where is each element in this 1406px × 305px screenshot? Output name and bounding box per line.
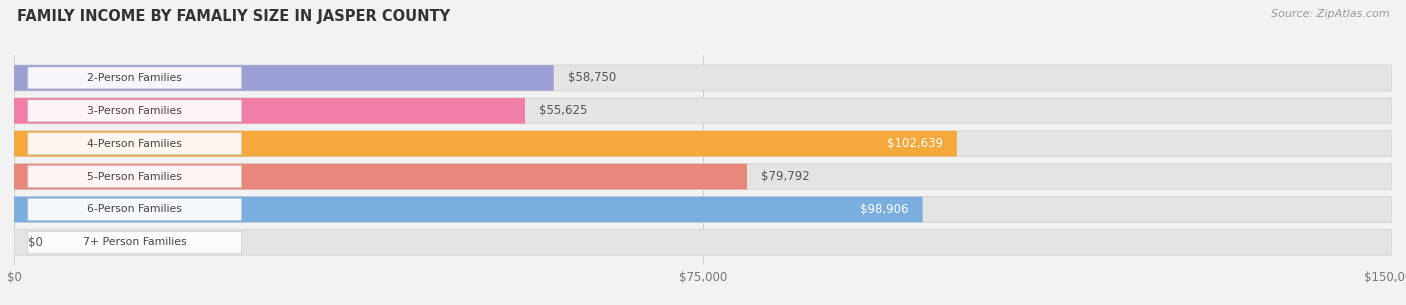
FancyBboxPatch shape [14, 197, 1392, 222]
Text: 5-Person Families: 5-Person Families [87, 172, 181, 181]
FancyBboxPatch shape [14, 164, 1392, 189]
Text: 2-Person Families: 2-Person Families [87, 73, 181, 83]
Text: 3-Person Families: 3-Person Families [87, 106, 181, 116]
Text: Source: ZipAtlas.com: Source: ZipAtlas.com [1271, 9, 1389, 19]
Text: 6-Person Families: 6-Person Families [87, 204, 181, 214]
FancyBboxPatch shape [28, 166, 242, 187]
FancyBboxPatch shape [28, 100, 242, 122]
Text: $98,906: $98,906 [860, 203, 908, 216]
FancyBboxPatch shape [28, 133, 242, 155]
FancyBboxPatch shape [14, 98, 524, 124]
FancyBboxPatch shape [14, 131, 957, 156]
FancyBboxPatch shape [28, 199, 242, 220]
FancyBboxPatch shape [28, 231, 242, 253]
FancyBboxPatch shape [14, 65, 1392, 91]
Text: 4-Person Families: 4-Person Families [87, 139, 181, 149]
Text: FAMILY INCOME BY FAMALIY SIZE IN JASPER COUNTY: FAMILY INCOME BY FAMALIY SIZE IN JASPER … [17, 9, 450, 24]
FancyBboxPatch shape [14, 65, 554, 91]
Text: 7+ Person Families: 7+ Person Families [83, 237, 187, 247]
Text: $58,750: $58,750 [568, 71, 616, 84]
FancyBboxPatch shape [14, 98, 1392, 124]
Text: $55,625: $55,625 [538, 104, 588, 117]
Text: $0: $0 [28, 236, 42, 249]
FancyBboxPatch shape [14, 197, 922, 222]
FancyBboxPatch shape [28, 67, 242, 89]
Text: $102,639: $102,639 [887, 137, 943, 150]
Text: $79,792: $79,792 [761, 170, 810, 183]
FancyBboxPatch shape [14, 164, 747, 189]
FancyBboxPatch shape [14, 131, 1392, 156]
FancyBboxPatch shape [14, 229, 1392, 255]
